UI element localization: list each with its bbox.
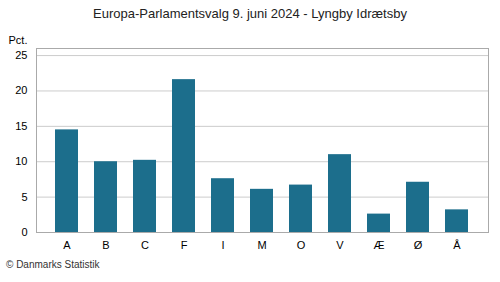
svg-text:V: V — [336, 239, 344, 251]
svg-text:0: 0 — [21, 226, 27, 238]
svg-text:M: M — [257, 239, 266, 251]
svg-text:Ø: Ø — [414, 239, 423, 251]
svg-text:O: O — [297, 239, 306, 251]
svg-text:I: I — [221, 239, 224, 251]
svg-text:15: 15 — [15, 120, 27, 132]
svg-text:C: C — [141, 239, 149, 251]
svg-text:F: F — [181, 239, 188, 251]
html-text:© Danmarks Statistik: © Danmarks Statistik — [6, 259, 100, 270]
svg-text:B: B — [102, 239, 109, 251]
svg-text:10: 10 — [15, 155, 27, 167]
svg-text:5: 5 — [21, 191, 27, 203]
svg-text:A: A — [63, 239, 71, 251]
svg-text:Å: Å — [453, 239, 461, 251]
svg-text:Æ: Æ — [374, 239, 385, 251]
svg-text:20: 20 — [15, 84, 27, 96]
html-text:Europa-Parlamentsvalg 9. juni: Europa-Parlamentsvalg 9. juni 2024 - Lyn… — [93, 6, 407, 21]
svg-text:25: 25 — [15, 49, 27, 61]
svg-text:Pct.: Pct. — [9, 34, 28, 46]
